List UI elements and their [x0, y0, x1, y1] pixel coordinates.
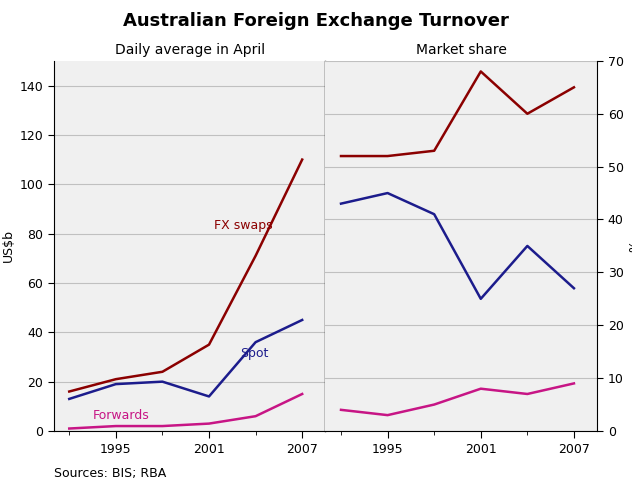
- Text: Spot: Spot: [240, 347, 269, 360]
- Text: Forwards: Forwards: [92, 409, 149, 422]
- Text: Sources: BIS; RBA: Sources: BIS; RBA: [54, 467, 166, 480]
- Y-axis label: US$b: US$b: [3, 229, 15, 262]
- Title: Daily average in April: Daily average in April: [114, 43, 265, 57]
- Title: Market share: Market share: [416, 43, 507, 57]
- Text: Australian Foreign Exchange Turnover: Australian Foreign Exchange Turnover: [123, 12, 509, 30]
- Y-axis label: %: %: [628, 240, 632, 252]
- Text: FX swaps: FX swaps: [214, 219, 272, 232]
